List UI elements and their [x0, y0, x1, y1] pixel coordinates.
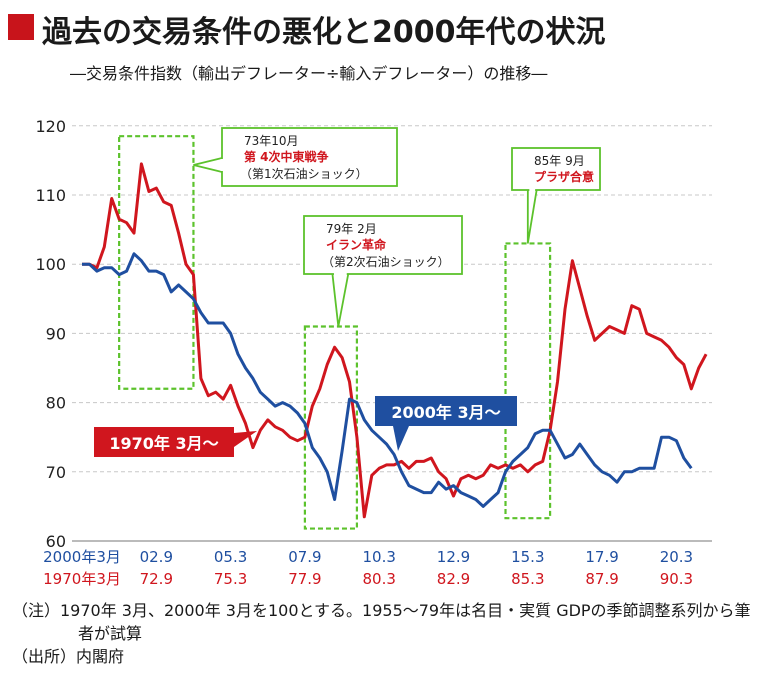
- callout-note: （第1次石油ショック）: [240, 167, 368, 181]
- x-tick-label-2000s: 07.9: [288, 548, 321, 566]
- gridlines: [72, 125, 712, 542]
- y-tick-label: 90: [46, 324, 66, 343]
- series-label-text: 1970年 3月〜: [109, 434, 218, 453]
- series-label-box: [94, 427, 234, 457]
- x-tick-label-2000s: 10.3: [362, 548, 395, 566]
- x-tick-label-1970s: 77.9: [288, 570, 321, 588]
- x-tick-label-2000s: 02.9: [140, 548, 173, 566]
- x-tick-label-1970s: 1970年3月: [43, 570, 121, 588]
- series-lines: [82, 162, 708, 519]
- x-axis-ticks: 2000年3月 1970年3月 02.9 72.9 05.3 75.3 07.9 77.9 10…: [43, 548, 693, 588]
- highlight-box: [118, 135, 195, 390]
- callout-pointer: [526, 189, 538, 244]
- x-tick-label-1970s: 90.3: [660, 570, 693, 588]
- title-marker: [8, 14, 34, 40]
- callout-box: [511, 147, 601, 191]
- x-tick-label-2000s: 05.3: [214, 548, 247, 566]
- x-tick-label-1970s: 72.9: [140, 570, 173, 588]
- x-tick-label-1970s: 75.3: [214, 570, 247, 588]
- series-label-pointer: [234, 431, 257, 447]
- series-labels: 1970年 3月〜 2000年 3月〜: [94, 396, 517, 457]
- y-tick-label: 80: [46, 394, 66, 413]
- x-tick-label-1970s: 80.3: [362, 570, 395, 588]
- series-label-pointer: [393, 426, 409, 451]
- y-axis-ticks: 60 70 80 90 100 110 120: [35, 117, 66, 551]
- y-tick-label: 60: [46, 532, 66, 551]
- series-label-text: 2000年 3月〜: [391, 403, 500, 422]
- x-tick-label-2000s: 17.9: [585, 548, 618, 566]
- series-line-blue: [82, 252, 693, 508]
- series-label-box: [375, 396, 517, 426]
- chart-subtitle: ―交易条件指数（輸出デフレーター÷輸入デフレーター）の推移―: [70, 64, 548, 83]
- note-text: （注）1970年 3月、2000年 3月を100とする。1955〜79年は名目・…: [12, 601, 751, 643]
- callout-note: （第2次石油ショック）: [322, 255, 450, 269]
- callout-pointer: [331, 273, 350, 327]
- series-line-red: [82, 162, 708, 519]
- y-tick-label: 100: [35, 255, 66, 274]
- callout-date: 79年 2月: [326, 222, 377, 236]
- source-text: （出所）内閣府: [12, 647, 125, 666]
- callout-date: 73年10月: [244, 134, 299, 148]
- y-tick-label: 110: [35, 186, 66, 205]
- callout-event: 第 4次中東戦争: [244, 149, 329, 164]
- y-tick-label: 70: [46, 463, 66, 482]
- x-tick-label-1970s: 87.9: [585, 570, 618, 588]
- callout-event: イラン革命: [326, 237, 387, 252]
- x-tick-label-1970s: 85.3: [511, 570, 544, 588]
- callout-box: [221, 127, 398, 187]
- x-tick-label-2000s: 2000年3月: [43, 548, 121, 566]
- x-tick-label-1970s: 82.9: [437, 570, 470, 588]
- callout-event: プラザ合意: [534, 169, 594, 184]
- x-tick-label-2000s: 20.3: [660, 548, 693, 566]
- chart-title: 過去の交易条件の悪化と2000年代の状況: [42, 15, 606, 50]
- callout-pointer: [193, 156, 223, 174]
- x-tick-label-2000s: 12.9: [437, 548, 470, 566]
- x-tick-label-2000s: 15.3: [511, 548, 544, 566]
- highlight-box: [504, 242, 552, 520]
- callout-date: 85年 9月: [534, 154, 585, 168]
- footnotes: （注）1970年 3月、2000年 3月を100とする。1955〜79年は名目・…: [12, 599, 752, 668]
- callout-box: [303, 215, 463, 275]
- y-tick-label: 120: [35, 117, 66, 136]
